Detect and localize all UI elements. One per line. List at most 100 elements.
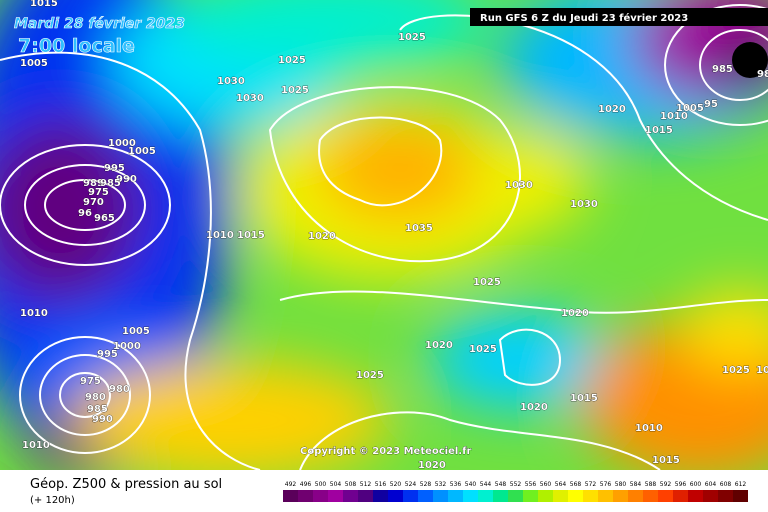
legend-swatch (403, 490, 418, 502)
isobar-label: 1015 (645, 125, 673, 136)
legend-label: 512 (360, 481, 372, 488)
legend-label: 508 (345, 481, 357, 488)
isobar-label: 1035 (405, 223, 433, 234)
isobar-label: 98 (757, 69, 768, 80)
legend-swatch (418, 490, 433, 502)
legend-swatch (448, 490, 463, 502)
isobar-label: 985 (87, 404, 108, 415)
isobar-label: 102 (756, 365, 768, 376)
legend-label: 552 (510, 481, 522, 488)
isobar-label: 1025 (281, 85, 309, 96)
legend-label: 516 (375, 481, 387, 488)
legend-label: 604 (705, 481, 717, 488)
legend-label: 500 (315, 481, 327, 488)
legend-swatch (673, 490, 688, 502)
isobar-label: 1020 (308, 231, 336, 242)
legend-swatch (343, 490, 358, 502)
legend-swatch (283, 490, 298, 502)
legend-swatch (523, 490, 538, 502)
legend-swatch (538, 490, 553, 502)
legend-swatch (628, 490, 643, 502)
isobar-label: 95 (704, 99, 718, 110)
isobar-label: 1025 (473, 277, 501, 288)
isobar-label: 1030 (570, 199, 598, 210)
legend-label: 556 (525, 481, 537, 488)
legend-swatch (658, 490, 673, 502)
isobar-label: 1025 (398, 32, 426, 43)
legend-label: 584 (630, 481, 642, 488)
isobars (0, 4, 768, 470)
isobar-label: 1020 (598, 104, 626, 115)
legend-swatch (493, 490, 508, 502)
isobar-label: 1020 (418, 460, 446, 471)
legend-swatch (478, 490, 493, 502)
isobar-label: 1000 (108, 138, 136, 149)
legend-label: 600 (690, 481, 702, 488)
isobar-label: 1030 (236, 93, 264, 104)
legend-label: 580 (615, 481, 627, 488)
footer-title: Géop. Z500 & pression au sol (30, 477, 222, 492)
legend-label: 572 (585, 481, 597, 488)
isobar-label: 1025 (722, 365, 750, 376)
legend-label: 524 (405, 481, 417, 488)
isobar-label: 1010 (20, 308, 48, 319)
legend-swatch (598, 490, 613, 502)
map-date: Mardi 28 février 2023 (14, 16, 185, 32)
legend-swatch (508, 490, 523, 502)
isobar-label: 1030 (505, 180, 533, 191)
legend-label: 544 (480, 481, 492, 488)
isobar-label: 1000 (113, 341, 141, 352)
run-box (470, 8, 768, 26)
legend-swatch (388, 490, 403, 502)
isobar-label: 1005 (20, 58, 48, 69)
legend-label: 536 (450, 481, 462, 488)
legend-swatch (463, 490, 478, 502)
isobar-label: 985 (100, 178, 121, 189)
isobar-label: 989 (83, 178, 104, 189)
legend-swatch (313, 490, 328, 502)
field (0, 0, 768, 470)
isobar-label: 1015 (570, 393, 598, 404)
isobar-label: 1010 (206, 230, 234, 241)
isobar-label: 1030 (217, 76, 245, 87)
legend-label: 528 (420, 481, 432, 488)
legend-label: 540 (465, 481, 477, 488)
legend-swatch (328, 490, 343, 502)
legend-swatch (688, 490, 703, 502)
legend-swatch (358, 490, 373, 502)
isobar-label: 1015 (30, 0, 58, 9)
footer-subtitle: (+ 120h) (30, 495, 75, 506)
legend-swatch (583, 490, 598, 502)
isobar-label: 975 (88, 187, 109, 198)
isobar-label: 965 (94, 213, 115, 224)
legend-label: 520 (390, 481, 402, 488)
legend-swatch (643, 490, 658, 502)
header: Mardi 28 février 2023 7:00 locale Run GF… (14, 8, 768, 57)
isobar-label: 96 (78, 208, 92, 219)
run-info: Run GFS 6 Z du Jeudi 23 février 2023 (480, 12, 688, 24)
isobar-label: 1020 (425, 340, 453, 351)
map-time: 7:00 locale (18, 35, 135, 57)
legend-label: 568 (570, 481, 582, 488)
legend-swatch (298, 490, 313, 502)
isobar-label: 1010 (22, 440, 50, 451)
legend-swatch (553, 490, 568, 502)
legend-label: 612 (735, 481, 747, 488)
legend-label: 504 (330, 481, 342, 488)
legend-swatch (568, 490, 583, 502)
legend-label: 608 (720, 481, 732, 488)
legend-label: 564 (555, 481, 567, 488)
isobar-label: 1005 (676, 103, 704, 114)
legend-label: 592 (660, 481, 672, 488)
isobar-label: 1015 (652, 455, 680, 466)
isobar-label: 1010 (660, 111, 688, 122)
isobar-label: 1020 (520, 402, 548, 413)
isobar-label: 1025 (469, 344, 497, 355)
isobar-label: 980 (85, 392, 106, 403)
legend-swatch (718, 490, 733, 502)
legend-label: 496 (300, 481, 312, 488)
isobar-label: 1005 (122, 326, 150, 337)
isobar-label: 995 (104, 163, 125, 174)
legend-label: 492 (285, 481, 297, 488)
